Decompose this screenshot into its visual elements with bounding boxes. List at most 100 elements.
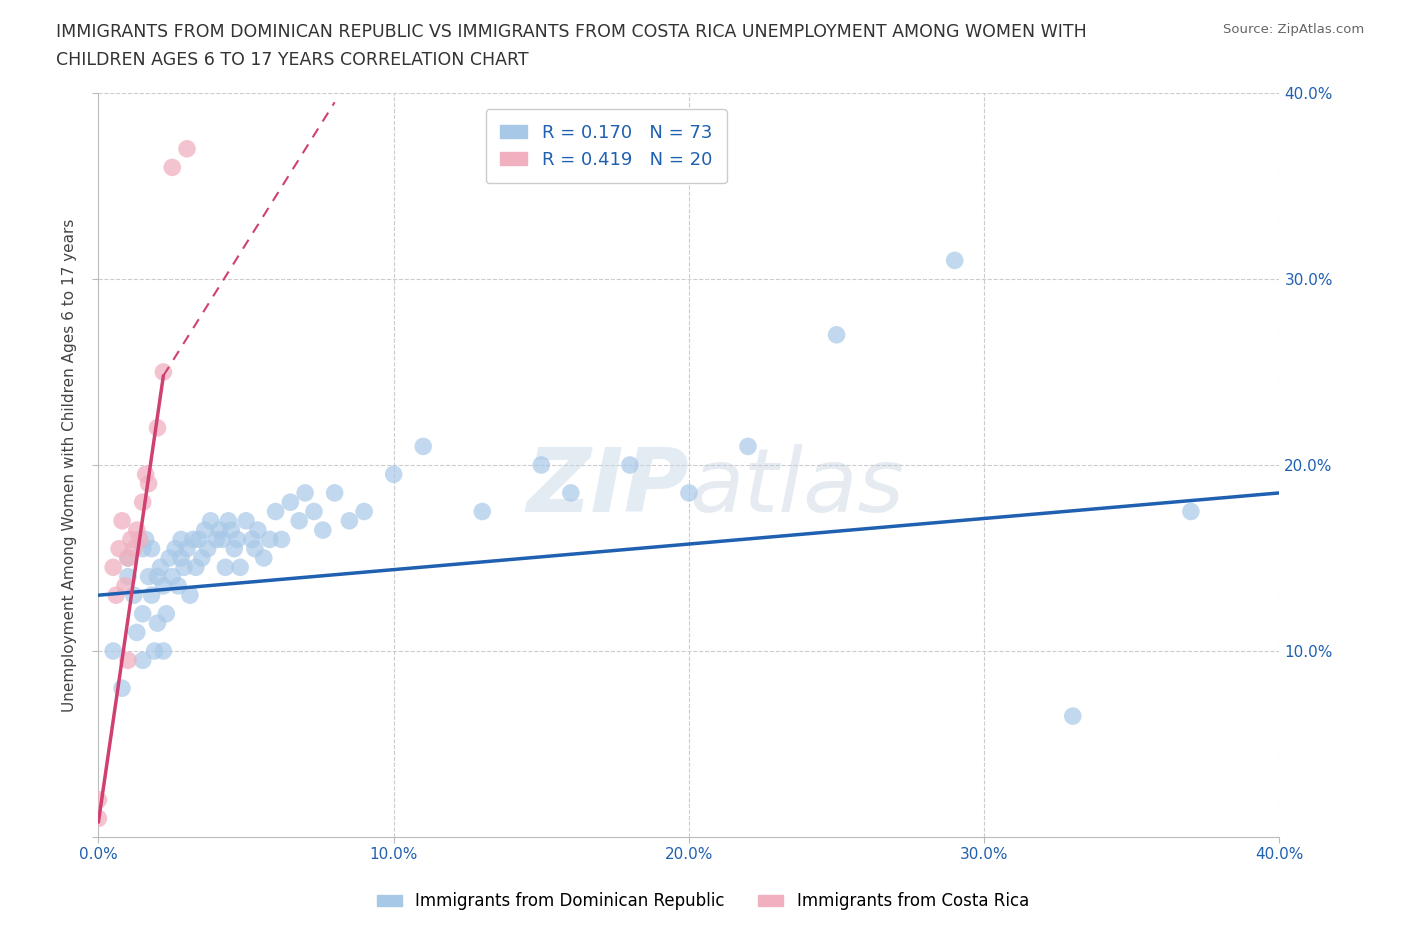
Point [143,644,166,658]
Point [208,523,231,538]
Point [737,439,759,454]
Point [560,485,582,500]
Point [146,420,169,435]
Text: ZIP: ZIP [526,444,689,531]
Point [339,513,360,528]
Point [152,365,174,379]
Point [312,523,335,538]
Point [825,327,848,342]
Point [412,439,434,454]
Point [87,792,110,807]
Point [191,551,214,565]
Point [125,625,148,640]
Point [149,560,172,575]
Point [103,560,125,575]
Point [155,606,177,621]
Point [122,588,145,603]
Point [323,485,346,500]
Point [87,811,110,826]
Point [353,504,375,519]
Point [200,513,222,528]
Point [288,513,311,528]
Point [103,644,125,658]
Point [176,141,198,156]
Point [278,495,302,510]
Point [224,541,246,556]
Point [162,569,183,584]
Legend: Immigrants from Dominican Republic, Immigrants from Costa Rica: Immigrants from Dominican Republic, Immi… [370,885,1036,917]
Point [135,532,157,547]
Point [382,467,405,482]
Point [132,653,155,668]
Point [167,578,190,593]
Point [294,485,316,500]
Point [240,532,263,547]
Text: CHILDREN AGES 6 TO 17 YEARS CORRELATION CHART: CHILDREN AGES 6 TO 17 YEARS CORRELATION … [56,51,529,69]
Point [211,532,233,547]
Point [132,606,155,621]
Point [152,578,174,593]
Legend: R = 0.170   N = 73, R = 0.419   N = 20: R = 0.170 N = 73, R = 0.419 N = 20 [486,110,727,183]
Point [105,588,128,603]
Point [146,616,169,631]
Point [243,541,266,556]
Point [205,532,228,547]
Point [146,569,169,584]
Point [619,458,641,472]
Point [194,523,217,538]
Point [184,560,207,575]
Point [162,160,183,175]
Point [176,541,198,556]
Point [181,532,204,547]
Text: atlas: atlas [689,445,904,530]
Point [302,504,325,519]
Point [678,485,700,500]
Point [226,532,249,547]
Point [138,569,160,584]
Point [270,532,292,547]
Point [217,513,239,528]
Point [1062,709,1084,724]
Y-axis label: Unemployment Among Women with Children Ages 6 to 17 years: Unemployment Among Women with Children A… [62,219,77,711]
Point [219,523,242,538]
Point [170,551,193,565]
Point [214,560,236,575]
Point [173,560,195,575]
Text: IMMIGRANTS FROM DOMINICAN REPUBLIC VS IMMIGRANTS FROM COSTA RICA UNEMPLOYMENT AM: IMMIGRANTS FROM DOMINICAN REPUBLIC VS IM… [56,23,1087,41]
Text: Source: ZipAtlas.com: Source: ZipAtlas.com [1223,23,1364,36]
Point [471,504,494,519]
Point [135,467,157,482]
Point [943,253,966,268]
Point [117,551,139,565]
Point [157,551,180,565]
Point [114,578,136,593]
Point [530,458,553,472]
Point [179,588,201,603]
Point [141,541,163,556]
Point [132,495,155,510]
Point [235,513,257,528]
Point [187,532,209,547]
Point [117,569,139,584]
Point [152,644,174,658]
Point [259,532,281,547]
Point [111,681,134,696]
Point [117,653,139,668]
Point [246,523,269,538]
Point [229,560,252,575]
Point [128,532,150,547]
Point [125,523,148,538]
Point [165,541,187,556]
Point [111,513,134,528]
Point [264,504,287,519]
Point [170,532,193,547]
Point [1180,504,1202,519]
Point [197,541,219,556]
Point [253,551,276,565]
Point [141,588,163,603]
Point [132,541,155,556]
Point [138,476,160,491]
Point [108,541,131,556]
Point [120,532,142,547]
Point [122,541,145,556]
